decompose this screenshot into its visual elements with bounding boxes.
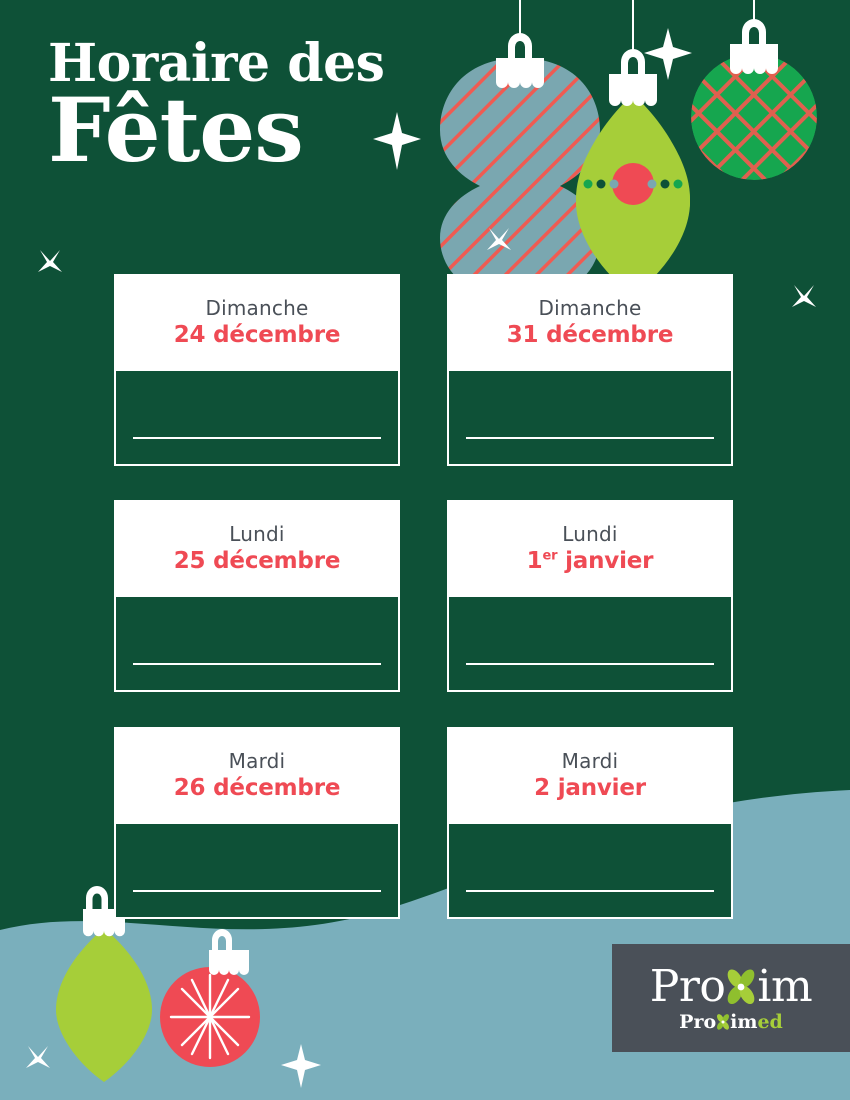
- card-date-month: janvier: [557, 548, 654, 575]
- sparkle-icon: [373, 112, 421, 170]
- lattice-ball-ornament: [691, 0, 817, 180]
- logo-wordmark-post: im: [757, 960, 813, 1012]
- logo-wordmark-pre: Pro: [649, 960, 726, 1012]
- writing-line: [466, 890, 714, 892]
- lime-teardrop-ornament: [576, 0, 690, 296]
- card-day-label: Dimanche: [538, 296, 642, 321]
- card-hours-body[interactable]: [449, 595, 731, 690]
- card-date-label: 1er janvier: [527, 547, 654, 576]
- card-hours-body[interactable]: [116, 595, 398, 690]
- schedule-card[interactable]: Mardi 26 décembre: [114, 727, 400, 919]
- sparkle-icon: [644, 28, 692, 80]
- card-header: Mardi 2 janvier: [449, 729, 731, 822]
- card-day-label: Mardi: [228, 749, 286, 774]
- card-date-superscript: er: [542, 548, 558, 564]
- lime-teardrop-ornament-bottom: [56, 886, 152, 1082]
- butterfly-x-icon: [725, 967, 757, 1004]
- schedule-card[interactable]: Dimanche 24 décembre: [114, 274, 400, 466]
- card-header: Lundi 1er janvier: [449, 502, 731, 595]
- schedule-card[interactable]: Dimanche 31 décembre: [447, 274, 733, 466]
- writing-line: [133, 890, 381, 892]
- x-mark-icon: [26, 1046, 50, 1068]
- card-hours-body[interactable]: [449, 822, 731, 917]
- writing-line: [133, 437, 381, 439]
- card-day-label: Lundi: [229, 522, 285, 547]
- butterfly-x-icon-small: [716, 1013, 730, 1030]
- x-mark-icon: [792, 285, 816, 307]
- schedule-card[interactable]: Lundi 25 décembre: [114, 500, 400, 692]
- title-line-2: Fêtes: [48, 77, 304, 182]
- card-date-label: 25 décembre: [173, 548, 341, 575]
- ornament-cap: [209, 950, 249, 975]
- card-hours-body[interactable]: [116, 369, 398, 464]
- sparkle-icon: [281, 1044, 321, 1088]
- card-hours-body[interactable]: [449, 369, 731, 464]
- red-starburst-ball-ornament: [160, 929, 260, 1067]
- card-header: Lundi 25 décembre: [116, 502, 398, 595]
- page-title: Horaire des Fêtes: [48, 33, 385, 182]
- card-date-label: 26 décembre: [173, 775, 341, 802]
- card-header: Mardi 26 décembre: [116, 729, 398, 822]
- card-day-label: Lundi: [562, 522, 618, 547]
- card-header: Dimanche 24 décembre: [116, 276, 398, 369]
- schedule-card[interactable]: Lundi 1er janvier: [447, 500, 733, 692]
- card-date-ordinal: 1: [526, 548, 543, 575]
- card-date-label: 31 décembre: [506, 322, 674, 349]
- ornament-cap: [730, 44, 778, 74]
- teardrop-center-dot: [612, 163, 654, 205]
- writing-line: [466, 663, 714, 665]
- logo-wordmark: Pro im: [649, 960, 813, 1012]
- logo-sub-post: ed: [757, 1010, 783, 1033]
- card-header: Dimanche 31 décembre: [449, 276, 731, 369]
- ornament-cap: [496, 58, 544, 88]
- card-date-label: 2 janvier: [534, 775, 646, 802]
- schedule-card[interactable]: Mardi 2 janvier: [447, 727, 733, 919]
- logo-sub-wordmark: Pro im ed: [679, 1010, 783, 1033]
- title-line-1: Horaire des: [48, 33, 385, 94]
- card-day-label: Dimanche: [205, 296, 309, 321]
- starburst-icon: [169, 973, 251, 1060]
- logo-sub-mid: im: [730, 1010, 758, 1033]
- ornament-cap: [609, 74, 657, 106]
- card-date-label: 24 décembre: [173, 322, 341, 349]
- writing-line: [466, 437, 714, 439]
- striped-onion-ornament: [440, 0, 600, 300]
- card-hours-body[interactable]: [116, 822, 398, 917]
- x-mark-icon: [38, 250, 62, 272]
- x-mark-icon: [487, 228, 511, 250]
- logo-sub-pre: Pro: [679, 1010, 717, 1033]
- proxim-logo[interactable]: Pro im Pro: [612, 944, 850, 1052]
- card-day-label: Mardi: [561, 749, 619, 774]
- writing-line: [133, 663, 381, 665]
